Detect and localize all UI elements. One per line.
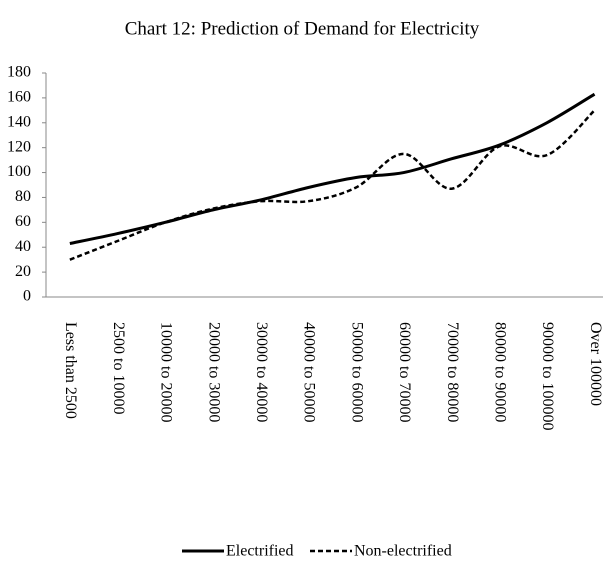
x-tick-label: 60000 to 70000 (396, 322, 413, 422)
y-tick-label: 140 (7, 113, 31, 130)
y-tick-label: 160 (7, 89, 31, 106)
x-tick-label: 80000 to 90000 (491, 322, 508, 422)
legend-label: Electrified (226, 543, 294, 560)
series-line (69, 92, 596, 245)
y-tick-label: 40 (15, 238, 31, 255)
series-line (69, 109, 596, 261)
x-tick-label: 40000 to 50000 (301, 322, 318, 422)
x-tick-label: 10000 to 20000 (158, 322, 175, 422)
x-tick-label: 70000 to 80000 (444, 322, 461, 422)
legend-label: Non-electrified (354, 543, 452, 560)
y-tick-label: 180 (7, 64, 31, 81)
y-tick-label: 20 (15, 263, 31, 280)
x-tick-label: 30000 to 40000 (253, 322, 270, 422)
x-tick-label: 90000 to 100000 (539, 322, 556, 430)
x-tick-label: 50000 to 60000 (348, 322, 365, 422)
y-tick-label: 0 (23, 288, 31, 305)
y-tick-label: 100 (7, 163, 31, 180)
chart-title: Chart 12: Prediction of Demand for Elect… (125, 18, 480, 39)
y-tick-label: 60 (15, 213, 31, 230)
x-tick-label: Over 100000 (587, 322, 603, 406)
y-tick-label: 80 (15, 188, 31, 205)
x-tick-label: 2500 to 10000 (110, 322, 127, 414)
y-tick-label: 120 (7, 138, 31, 155)
x-tick-label: Less than 2500 (62, 322, 79, 419)
x-tick-label: 20000 to 30000 (205, 322, 222, 422)
